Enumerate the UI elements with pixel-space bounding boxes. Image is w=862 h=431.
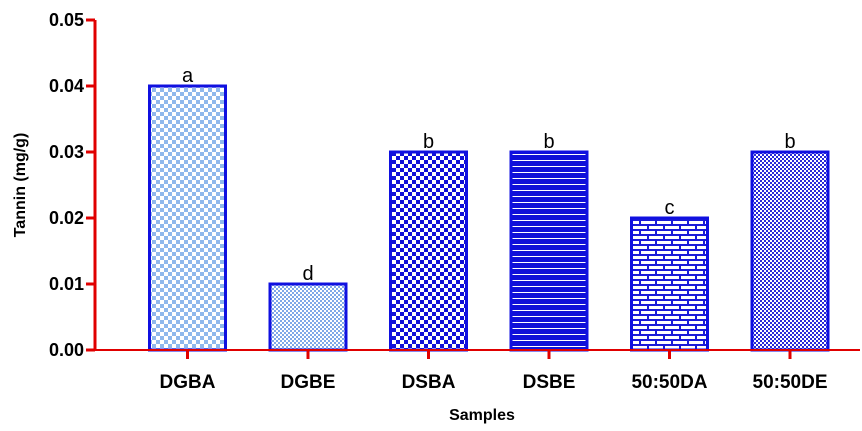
bar-significance-label: b	[543, 131, 554, 153]
x-tick-label: DGBE	[281, 372, 336, 393]
y-tick-label: 0.00	[49, 340, 84, 360]
y-tick-label: 0.01	[49, 274, 84, 294]
bars-layer: a d b b c b	[148, 65, 830, 352]
axes-layer: DGBA DGBE DSBA DSBE 50:50DA 50:50DE 0.00 0.01 0.…	[49, 10, 860, 393]
x-tick-label: DSBA	[402, 372, 456, 393]
x-tick-label: 50:50DE	[753, 372, 828, 393]
bar-significance-label: a	[182, 65, 194, 87]
bar-significance-label: d	[302, 263, 313, 285]
y-tick-label: 0.04	[49, 76, 84, 96]
bar-5050de	[750, 150, 830, 352]
bar-5050da	[630, 216, 709, 352]
bar-dgbe	[268, 282, 348, 352]
y-tick-label: 0.03	[49, 142, 84, 162]
bar-dsba	[389, 150, 468, 352]
x-tick-label: 50:50DA	[631, 372, 707, 393]
y-axis-title: Tannin (mg/g)	[12, 133, 29, 238]
bar-significance-label: c	[665, 197, 675, 219]
x-tick-label: DGBA	[160, 372, 216, 393]
bar-significance-label: b	[784, 131, 795, 153]
bar-dsbe	[509, 150, 589, 352]
y-tick-label: 0.02	[49, 208, 84, 228]
y-tick-label: 0.05	[49, 10, 84, 30]
x-tick-label: DSBE	[523, 372, 576, 393]
bar-significance-label: b	[423, 131, 434, 153]
bar-dgba	[148, 84, 227, 352]
x-axis-title: Samples	[449, 407, 515, 424]
